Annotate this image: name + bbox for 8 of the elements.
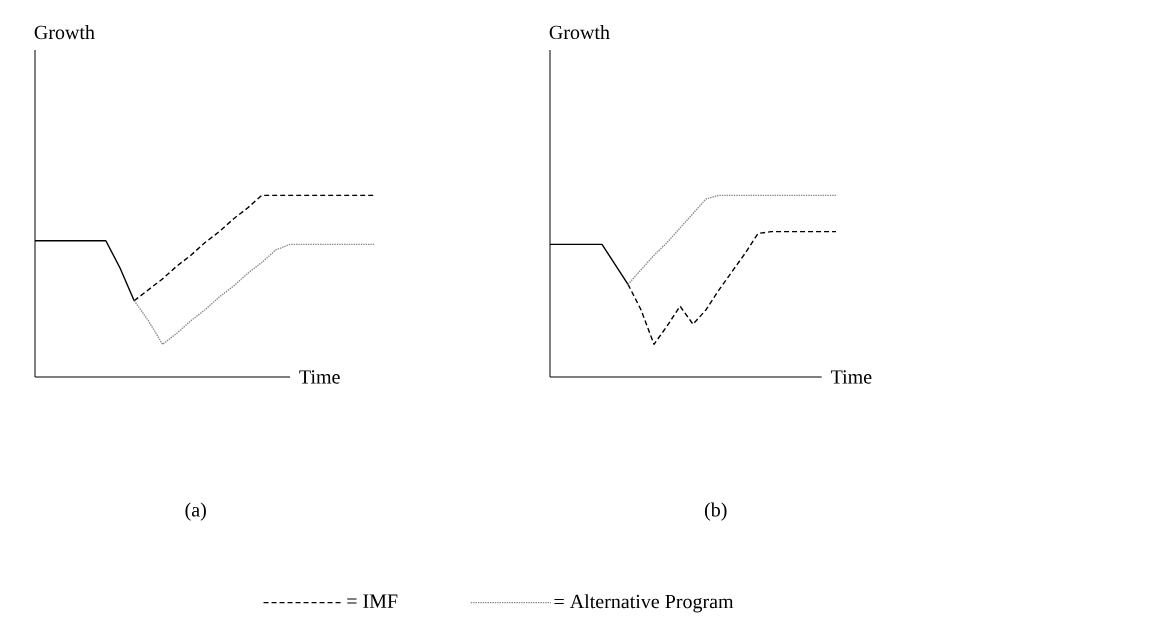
legend-label: = Alternative Program — [554, 594, 734, 613]
text: (b) — [704, 502, 727, 521]
legend-label: = IMF — [347, 594, 398, 608]
y-axis-title: Growth — [549, 25, 610, 40]
x-axis-title: Time — [830, 370, 872, 384]
y-axis-title: Growth — [34, 25, 95, 40]
text: (a) — [185, 502, 206, 521]
x-axis-title: Time — [299, 370, 340, 384]
